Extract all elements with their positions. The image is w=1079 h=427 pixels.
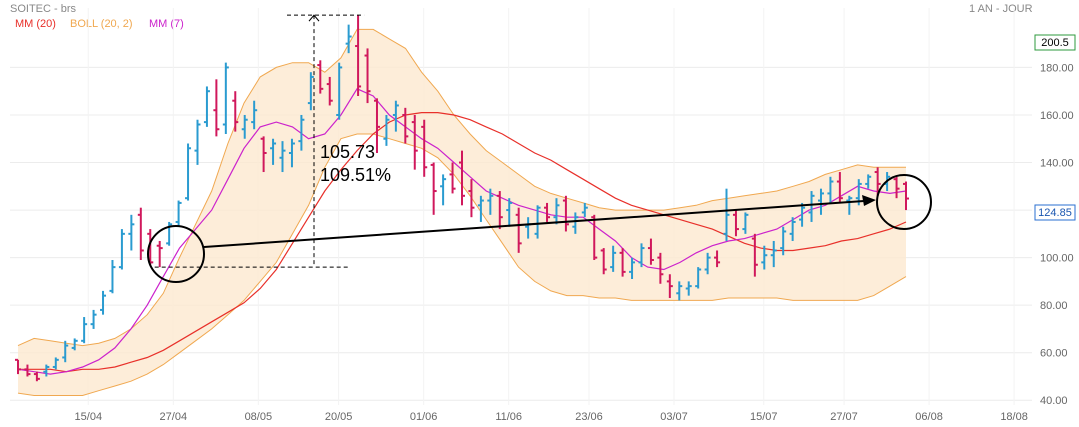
x-tick-label: 08/05 — [245, 411, 273, 423]
x-tick-label: 03/07 — [660, 411, 688, 423]
x-tick-label: 23/06 — [575, 411, 603, 423]
trend-arrowhead — [862, 195, 876, 206]
max-price-label: 200.5 — [1041, 37, 1069, 49]
y-tick-label: 100.00 — [1040, 253, 1074, 265]
circle-low-marker — [147, 225, 205, 283]
circle-last-marker — [876, 174, 932, 230]
x-tick-label: 20/05 — [325, 411, 353, 423]
x-tick-label: 01/06 — [410, 411, 438, 423]
legend-mm20: MM (20) — [15, 18, 56, 30]
annotation-low-value: 105.73 — [320, 142, 375, 162]
legend-mm7: MM (7) — [149, 18, 184, 30]
bollinger-band-fill — [18, 29, 906, 396]
y-tick-label: 140.00 — [1040, 158, 1074, 170]
y-tick-label: 40.00 — [1040, 395, 1068, 407]
x-tick-label: 15/07 — [750, 411, 778, 423]
x-tick-label: 15/04 — [75, 411, 103, 423]
legend-boll: BOLL (20, 2) — [70, 18, 133, 30]
annotation-change-pct: 109.51% — [320, 165, 391, 185]
x-tick-label: 11/06 — [495, 411, 522, 423]
max-price-box — [1034, 34, 1076, 51]
y-tick-label: 180.00 — [1040, 62, 1074, 74]
x-tick-label: 18/08 — [1000, 411, 1028, 423]
x-tick-label: 06/08 — [915, 411, 943, 423]
y-tick-label: 80.00 — [1040, 300, 1068, 312]
x-tick-label: 27/04 — [160, 411, 188, 423]
y-tick-label: 60.00 — [1040, 348, 1068, 360]
y-tick-label: 160.00 — [1040, 110, 1074, 122]
bollinger-upper-line — [17, 28, 906, 347]
period-label[interactable]: 1 AN - JOUR — [969, 3, 1033, 15]
chart-title: SOITEC - brs — [10, 3, 77, 15]
last-price-box — [1034, 204, 1076, 221]
range-arrowhead — [308, 14, 320, 22]
x-tick-label: 27/07 — [830, 411, 858, 423]
last-price-label: 124.85 — [1038, 207, 1072, 219]
ma20-line — [18, 112, 907, 373]
trend-arrow-line — [203, 200, 865, 248]
